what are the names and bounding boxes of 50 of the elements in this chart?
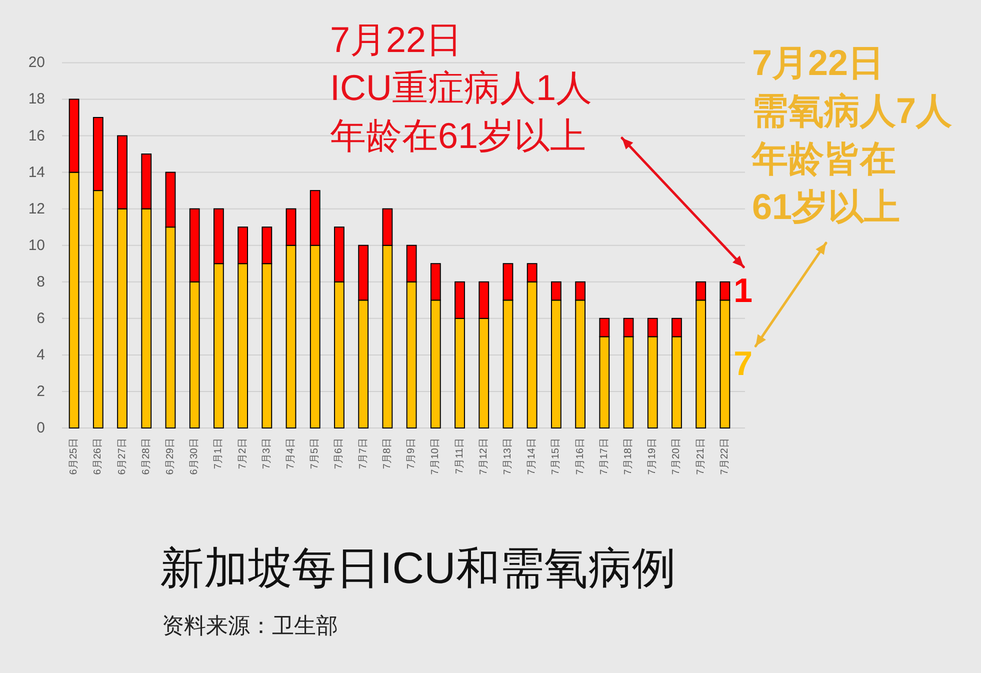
- x-tick-label: 7月6日: [334, 438, 345, 470]
- annotation: ICU重症病人1人: [330, 67, 592, 108]
- text: 资料来源：卫生部: [162, 613, 338, 638]
- y-tick-label: 14: [28, 164, 45, 181]
- x-tick-label: 6月29日: [164, 438, 176, 475]
- x-tick-label: 7月22日: [719, 438, 730, 475]
- x-tick-label: 6月27日: [116, 438, 128, 475]
- y-tick-label: 18: [28, 90, 45, 108]
- x-tick-label: 7月2日: [237, 438, 248, 470]
- x-tick-label: 7月15日: [550, 438, 562, 475]
- annotation: 年龄在61岁以上: [330, 115, 586, 156]
- x-tick-label: 7月8日: [382, 438, 393, 470]
- y-tick-label: 6: [36, 310, 45, 327]
- y-tick-label: 0: [36, 420, 45, 436]
- x-tick-label: 7月10日: [430, 438, 442, 475]
- y-tick-label: 16: [28, 127, 45, 144]
- x-tick-label: 7月12日: [478, 438, 490, 475]
- x-tick-label: 7月1日: [213, 438, 224, 470]
- text: 年龄皆在: [751, 138, 896, 179]
- y-tick-label: 20: [28, 54, 45, 72]
- x-tick-label: 6月28日: [140, 438, 152, 475]
- x-tick-label: 6月25日: [68, 438, 80, 475]
- y-tick-label: 10: [28, 236, 45, 254]
- x-tick-label: 7月21日: [695, 438, 706, 475]
- x-tick-label: 7月3日: [261, 438, 272, 470]
- y-tick-label: 4: [36, 346, 45, 364]
- text: 7月22日: [330, 19, 462, 60]
- x-tick-label: 7月19日: [647, 438, 658, 475]
- x-tick-label: 7月18日: [623, 438, 634, 475]
- x-tick-label: 7月13日: [502, 438, 514, 475]
- x-tick-label: 7月14日: [526, 438, 538, 475]
- text: 需氧病人7人: [752, 90, 952, 131]
- text: 新加坡每日ICU和需氧病例: [160, 544, 676, 593]
- x-tick-label: 7月4日: [286, 438, 297, 470]
- x-tick-label: 7月11日: [454, 438, 466, 474]
- x-tick-label: 7月20日: [671, 438, 682, 475]
- y-tick-label: 12: [28, 200, 45, 218]
- y-tick-label: 2: [36, 382, 45, 400]
- x-tick-label: 7月17日: [598, 438, 610, 475]
- x-tick-label: 6月30日: [189, 438, 200, 475]
- data-label: 1: [734, 272, 753, 310]
- x-tick-label: 7月9日: [406, 438, 418, 470]
- text: 61岁以上: [752, 186, 900, 227]
- x-tick-label: 6月26日: [92, 438, 104, 475]
- x-tick-label: 7月5日: [310, 438, 321, 470]
- x-tick-label: 7月7日: [358, 438, 369, 470]
- x-tick-label: 7月16日: [574, 438, 586, 475]
- data-label: 7: [734, 345, 753, 384]
- y-tick-label: 8: [36, 273, 45, 290]
- text: 7月22日: [752, 42, 884, 83]
